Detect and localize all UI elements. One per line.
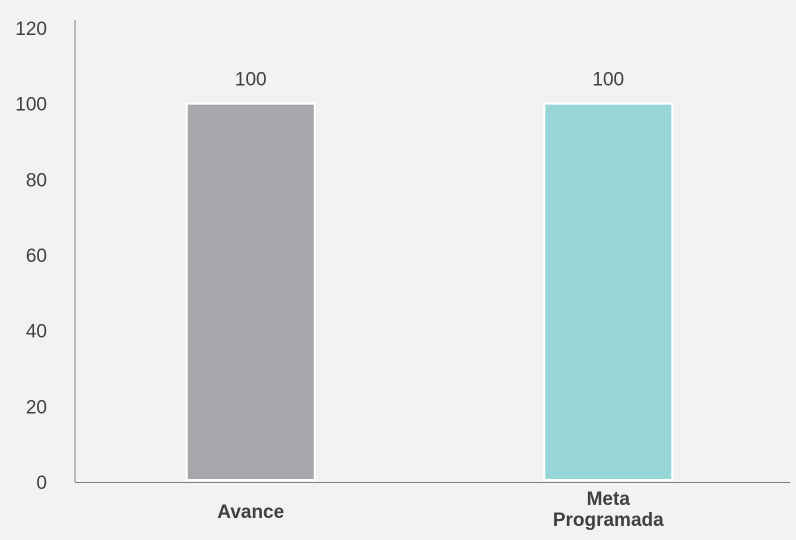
bars: [185, 102, 674, 482]
y-tick-label: 40: [26, 322, 47, 343]
y-tick-label: 80: [26, 170, 47, 191]
labels: 0 20 40 60 80 100 120 100 Avance 100 Meta Programad…: [15, 19, 664, 531]
x-category-label-line: Avance: [217, 502, 284, 523]
y-tick-label: 100: [15, 95, 47, 116]
y-tick-label: 120: [15, 19, 47, 40]
data-label: 100: [235, 70, 267, 91]
x-category-label: Meta Programada: [553, 489, 664, 531]
y-tick-label: 60: [26, 246, 47, 267]
data-label: 100: [592, 70, 624, 91]
axes: [74, 20, 790, 483]
y-tick-label: 20: [26, 397, 47, 418]
bar: [543, 102, 674, 482]
y-tick-label: 0: [36, 473, 47, 494]
bar: [185, 102, 316, 482]
x-category-label-line: Programada: [553, 510, 664, 531]
x-category-label: Avance: [217, 502, 284, 523]
x-category-label-line: Meta: [587, 489, 631, 510]
